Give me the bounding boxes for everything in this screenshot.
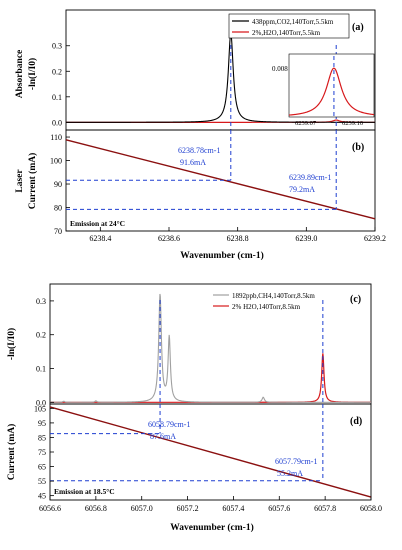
panel-a-ylabel-2: -ln(I/I0) [27, 58, 38, 90]
legend-label-h2o-c: 2% H2O,140Torr,8.5km [232, 303, 301, 311]
panel-a-label: (a) [352, 22, 364, 33]
ytick-label-d-2: 65 [38, 463, 46, 472]
xtick-label-bottom-2: 6057.0 [131, 504, 153, 513]
panel-d-label: (d) [350, 416, 362, 427]
annotation-d1-current: 87.6mA [150, 432, 176, 441]
panel-b-label: (b) [352, 142, 364, 153]
annotation-b2-current: 79.2mA [289, 185, 315, 194]
panel-b-emission: Emission at 24°C [70, 219, 125, 228]
inset-xtick-2: 6239.10 [342, 120, 363, 127]
xtick-label-bottom-3: 6057.2 [177, 504, 199, 513]
legend-label-ch4: 1892ppb,CH4,140Torr,8.5km [232, 292, 315, 300]
ytick-label-c-1: 0.1 [36, 365, 46, 374]
ytick-label-d-4: 85 [38, 433, 46, 442]
panel-b-plot [65, 130, 376, 220]
panel-b-ylabel-1: Laser [15, 169, 25, 193]
ytick-label-a-1: 0.1 [52, 93, 62, 102]
ytick-label-a-3: 0.3 [52, 42, 62, 51]
ytick-label-d-1: 55 [38, 477, 46, 486]
xtick-label-bottom-6: 6057.8 [314, 504, 336, 513]
xtick-label-bottom-7: 6058.0 [360, 504, 382, 513]
ytick-label-b-3: 100 [50, 157, 62, 166]
panel-d-plot [49, 404, 372, 498]
ytick-label-b-0: 70 [54, 227, 62, 236]
top-xticks: 6238.4 6238.6 6238.8 6239.0 6239.2 [89, 227, 386, 243]
legend-label-co2: 438ppm,CO2,140Torr,5.5km [252, 18, 334, 26]
xtick-label-top-1: 6238.6 [158, 234, 180, 243]
panel-a: 0.0 0.1 0.2 0.3 (a) 438ppm,CO2,140Torr,5.5k… [15, 9, 376, 131]
ytick-label-d-6: 105 [34, 404, 46, 413]
bottom-xticks: 6056.6 6056.8 6057.0 6057.2 6057.4 6057.6 6057… [39, 496, 382, 513]
ytick-label-c-2: 0.2 [36, 331, 46, 340]
inset-plot [288, 56, 375, 117]
panel-d-yticks: 45 55 65 75 85 95 105 [34, 404, 54, 501]
ytick-label-b-1: 80 [54, 204, 62, 213]
ytick-label-b-2: 90 [54, 180, 62, 189]
xtick-label-top-4: 6239.2 [364, 234, 386, 243]
annotation-b2-wavenumber: 6239.89cm-1 [289, 173, 331, 182]
annotation-b1-current: 91.6mA [180, 158, 206, 167]
panel-d-ylabel: Current (mA) [6, 424, 17, 481]
series-ch4-line [50, 293, 371, 403]
annotation-d1-wavenumber: 6058.79cm-1 [148, 420, 190, 429]
panel-c-legend: 1892ppb,CH4,140Torr,8.5km 2% H2O,140Torr… [213, 292, 315, 311]
panel-d-emission: Emission at 18.5°C [54, 487, 115, 496]
ytick-label-a-0: 0.0 [52, 118, 62, 127]
inset-xtick-1: 6239.07 [295, 120, 317, 127]
panel-a-legend: 438ppm,CO2,140Torr,5.5km 2%,H2O,140Torr,… [228, 13, 350, 39]
ytick-label-c-3: 0.3 [36, 297, 46, 306]
inset-ytick: 0.008 [272, 65, 288, 73]
xtick-label-bottom-5: 6057.6 [268, 504, 290, 513]
series-co2-line [66, 32, 375, 123]
current-line-d [49, 406, 372, 498]
panel-c-plot [50, 293, 371, 404]
panel-a-inset: 0.008 6239.07 6239.10 [272, 53, 375, 127]
panel-a-yticks: 0.0 0.1 0.2 0.3 [52, 42, 70, 127]
ytick-label-a-2: 0.2 [52, 67, 62, 76]
ytick-label-c-0: 0.0 [36, 398, 46, 407]
panel-c-label: (c) [350, 294, 361, 305]
ytick-label-d-5: 95 [38, 419, 46, 428]
xtick-label-bottom-4: 6057.4 [222, 504, 244, 513]
xtick-label-bottom-0: 6056.6 [39, 504, 61, 513]
inset-frame [288, 53, 375, 118]
inset-h2o-line [288, 67, 375, 116]
ytick-label-d-0: 45 [38, 492, 46, 501]
xtick-label-bottom-1: 6056.8 [85, 504, 107, 513]
ytick-label-d-3: 75 [38, 448, 46, 457]
panel-a-ylabel-1: Absorbance [15, 50, 25, 99]
xtick-label-top-0: 6238.4 [89, 234, 111, 243]
annotation-d2-current: 55.2mA [277, 469, 303, 478]
top-xlabel: Wavenumber (cm-1) [180, 250, 263, 261]
panel-c-yticks: 0.0 0.1 0.2 0.3 [36, 297, 54, 407]
panel-c: 0.0 0.1 0.2 0.3 (c) 1892ppb,CH4,140Torr,8.5… [6, 283, 372, 407]
legend-box [228, 13, 350, 39]
panel-b-yticks: 70 80 90 100 110 [50, 133, 70, 236]
legend-label-h2o: 2%,H2O,140Torr,5.5km [252, 29, 321, 37]
bottom-xlabel: Wavenumber (cm-1) [170, 522, 253, 533]
annotation-d2-wavenumber: 6057.79cm-1 [275, 457, 317, 466]
panel-c-ylabel: -ln(I/I0) [6, 328, 17, 360]
xtick-label-top-3: 6239.0 [295, 234, 317, 243]
current-line-b [65, 139, 376, 220]
panel-b-ylabel-2: Current (mA) [27, 153, 38, 210]
xtick-label-top-2: 6238.8 [227, 234, 249, 243]
panel-d: 45 55 65 75 85 95 105 6056.6 6056.8 6057.0 6057.2… [6, 403, 382, 513]
ytick-label-b-4: 110 [50, 133, 62, 142]
annotation-b1-wavenumber: 6238.78cm-1 [178, 146, 220, 155]
